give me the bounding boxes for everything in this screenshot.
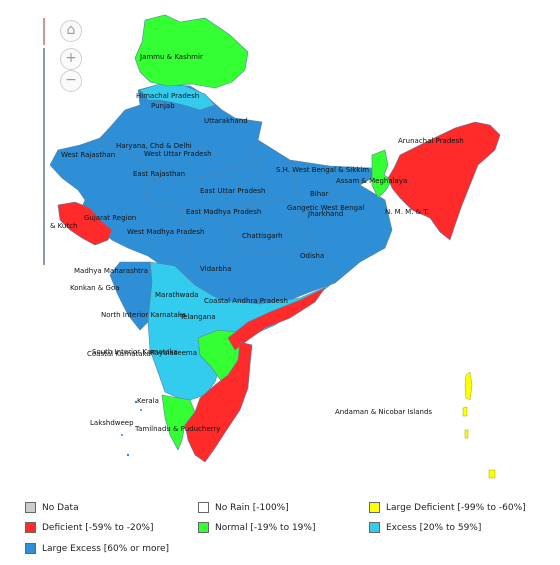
- label-gujarat: Gujarat Region: [84, 214, 136, 222]
- region-excess-andaman-shade: [109, 261, 153, 331]
- zoom-out-button[interactable]: −: [60, 70, 82, 92]
- label-kerala: Kerala: [137, 397, 159, 405]
- label-arunachal: Arunachal Pradesh: [398, 137, 464, 145]
- label-west-mp: West Madhya Pradesh: [127, 228, 204, 236]
- legend-item-excess: Excess [20% to 59%]: [369, 522, 481, 533]
- india-rainfall-map[interactable]: Jammu & Kashmir Himachal Pradesh Punjab …: [0, 0, 560, 495]
- label-assam: Assam & Meghalaya: [336, 177, 407, 185]
- label-jharkhand: Jharkhand: [307, 210, 343, 218]
- label-vidarbha: Vidarbha: [200, 265, 231, 273]
- region-deficient-northeast[interactable]: [387, 121, 501, 241]
- region-normal-kerala[interactable]: [161, 394, 196, 451]
- label-haryana: Haryana, Chd & Delhi: [116, 142, 192, 150]
- legend-swatch: [25, 522, 36, 533]
- legend-label: No Data: [42, 502, 79, 513]
- label-kutch: & Kutch: [50, 222, 77, 230]
- label-nmmt: N. M. M. & T.: [385, 208, 429, 216]
- legend-swatch: [25, 502, 36, 513]
- label-tamilnadu: Tamilnadu & Puducherry: [134, 425, 220, 433]
- label-telangana: Telangana: [179, 313, 216, 321]
- subdivision-labels: Jammu & Kashmir Himachal Pradesh Punjab …: [50, 53, 464, 433]
- label-lakshadweep: Lakshdweep: [90, 419, 134, 427]
- legend-swatch: [198, 502, 209, 513]
- legend-item-no-data: No Data: [25, 502, 79, 513]
- map-legend: No Data No Rain [-100%] Large Deficient …: [25, 498, 545, 560]
- label-andaman: Andaman & Nicobar Islands: [335, 408, 432, 416]
- home-button[interactable]: ⌂: [60, 20, 82, 42]
- legend-swatch: [369, 522, 380, 533]
- legend-label: Large Deficient [-99% to -60%]: [386, 502, 526, 513]
- region-normal-assam[interactable]: [371, 149, 393, 199]
- label-shwb: S.H. West Bengal & Sikkim: [276, 166, 369, 174]
- legend-item-deficient: Deficient [-59% to -20%]: [25, 522, 154, 533]
- legend-swatch: [198, 522, 209, 533]
- label-coastal-ap: Coastal Andhra Pradesh: [204, 297, 288, 305]
- label-si-karnataka: South Interior Karnataka: [92, 348, 178, 356]
- label-east-up: East Uttar Pradesh: [200, 187, 265, 195]
- legend-item-normal: Normal [-19% to 19%]: [198, 522, 315, 533]
- label-punjab: Punjab: [151, 102, 175, 110]
- label-madhya-maha: Madhya Maharashtra: [74, 267, 148, 275]
- andaman-nicobar-islands[interactable]: [462, 371, 496, 479]
- legend-item-no-rain: No Rain [-100%]: [198, 502, 289, 513]
- label-bihar: Bihar: [310, 190, 328, 198]
- region-deficient-tamilnadu[interactable]: [184, 341, 253, 463]
- legend-item-large-deficient: Large Deficient [-99% to -60%]: [369, 502, 526, 513]
- region-normal-jammu-kashmir[interactable]: [134, 14, 249, 89]
- label-west-up: West Uttar Pradesh: [144, 150, 212, 158]
- label-marathwada: Marathwada: [155, 291, 198, 299]
- label-uttarakhand: Uttarakhand: [204, 117, 248, 125]
- subdivision-borders: [99, 137, 331, 266]
- label-west-rajasthan: West Rajasthan: [61, 151, 115, 159]
- legend-label: No Rain [-100%]: [215, 502, 289, 513]
- label-himachal: Himachal Pradesh: [136, 92, 199, 100]
- region-deficient-coastal-ap[interactable]: [227, 287, 326, 351]
- label-chattisgarh: Chattisgarh: [242, 232, 283, 240]
- legend-label: Excess [20% to 59%]: [386, 522, 482, 533]
- lakshadweep-islands[interactable]: [121, 400, 142, 457]
- label-konkan: Konkan & Goa: [70, 284, 120, 292]
- legend-label: Normal [-19% to 19%]: [215, 522, 316, 533]
- zoom-in-button[interactable]: +: [60, 48, 82, 70]
- legend-label: Large Excess [60% or more]: [42, 543, 170, 554]
- legend-label: Deficient [-59% to -20%]: [42, 522, 154, 533]
- region-deficient-gujarat[interactable]: [57, 201, 113, 246]
- label-coastal-karnataka: Coastal Karnataka: [87, 350, 151, 358]
- legend-swatch: [369, 502, 380, 513]
- legend-item-large-excess: Large Excess [60% or more]: [25, 543, 169, 554]
- label-rayalaseema: Rayalaseema: [150, 349, 197, 357]
- label-gangetic-wb: Gangetic West Bengal: [287, 204, 364, 212]
- label-east-rajasthan: East Rajasthan: [133, 170, 185, 178]
- label-ni-karnataka: North Interior Karnataka: [101, 311, 186, 319]
- label-east-mp: East Madhya Pradesh: [186, 208, 261, 216]
- label-odisha: Odisha: [300, 252, 324, 260]
- legend-swatch: [25, 543, 36, 554]
- label-jammu-kashmir: Jammu & Kashmir: [139, 53, 203, 61]
